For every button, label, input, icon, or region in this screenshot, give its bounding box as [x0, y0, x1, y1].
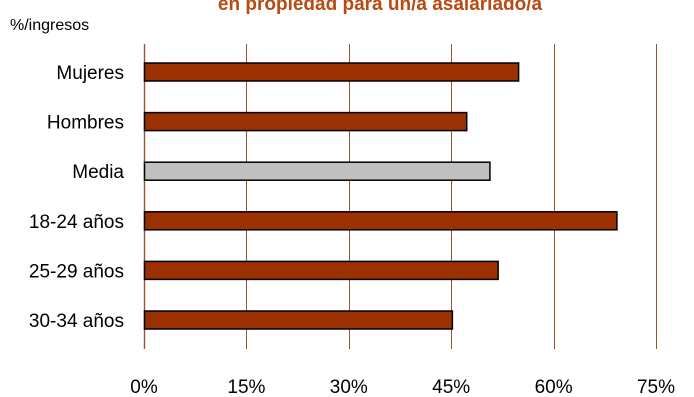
x-tick-label: 60% — [535, 377, 573, 397]
x-tick-label: 30% — [330, 377, 368, 397]
category-label: Media — [72, 162, 124, 183]
chart-title: en propiedad para un/a asalariado/a — [218, 0, 543, 15]
bar-30-34-años — [143, 310, 454, 330]
x-tick-label: 0% — [130, 377, 158, 397]
x-tick-labels: 0% 15% 30% 45% 60% 75% — [130, 377, 675, 397]
category-label: Mujeres — [56, 63, 124, 84]
x-tick-label: 45% — [432, 377, 470, 397]
bar-mujeres — [143, 62, 520, 82]
category-labels: Mujeres Hombres Media 18-24 años 25-29 años 3… — [29, 63, 125, 332]
bar-media — [143, 161, 491, 181]
category-label: 18-24 años — [29, 212, 124, 233]
category-label: 25-29 años — [29, 261, 124, 282]
gridlines — [143, 44, 657, 349]
category-label: Hombres — [47, 113, 124, 134]
bar-18-24-años — [143, 211, 618, 231]
category-label: 30-34 años — [29, 311, 124, 332]
bars — [143, 62, 618, 330]
x-tick-label: 75% — [637, 377, 675, 397]
bar-hombres — [143, 111, 468, 132]
unit-label: %/ingresos — [10, 17, 89, 34]
bar-25-29-años — [143, 260, 499, 281]
x-tick-label: 15% — [227, 377, 265, 397]
